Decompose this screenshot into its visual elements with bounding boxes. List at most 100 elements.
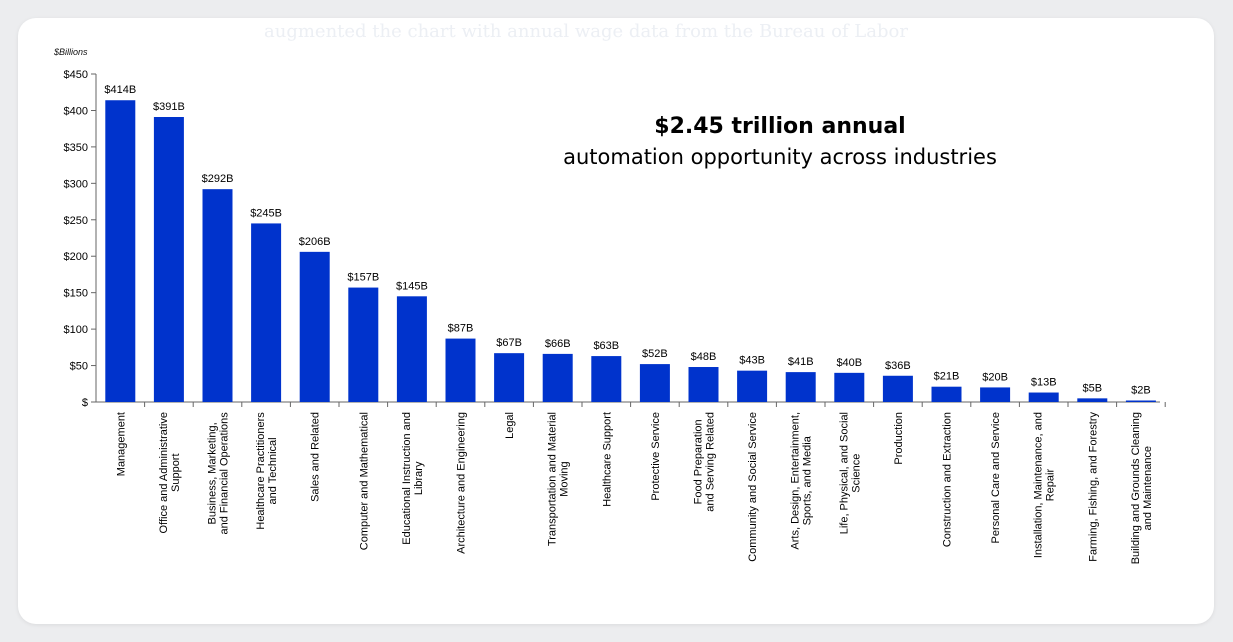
bar-value-label: $43B [739, 355, 765, 367]
y-tick-label: $300 [64, 178, 88, 190]
x-category-label-line: Construction and Extraction [942, 412, 954, 547]
y-tick-label: $450 [64, 69, 88, 81]
y-tick-label: $400 [64, 105, 88, 117]
bar [980, 387, 1011, 402]
bar-value-label: $63B [593, 340, 619, 352]
bar [105, 100, 136, 403]
x-category-label-line: Building and Grounds Cleaning [1130, 412, 1142, 564]
bar [494, 353, 525, 402]
x-category-label: Management [115, 412, 127, 476]
bar-value-label: $48B [691, 351, 717, 363]
chart-headline: $2.45 trillion annual automation opportu… [480, 112, 1080, 172]
bar-value-label: $40B [836, 357, 862, 369]
x-category-label: Community and Social Service [747, 412, 759, 562]
y-tick-label: $100 [64, 324, 88, 336]
bar-value-label: $36B [885, 360, 911, 372]
bar [153, 117, 184, 402]
bar [1028, 392, 1059, 402]
x-category-label: Farming, Fishing, and Forestry [1087, 412, 1099, 562]
x-category-label-line: Production [893, 412, 905, 465]
bar-value-label: $157B [347, 272, 379, 284]
x-category-label-line: Moving [559, 461, 571, 496]
x-category-label-line: Business, Marketing, [207, 422, 219, 524]
x-category-label-line: and Serving Related [705, 412, 717, 512]
bar-value-label: $41B [788, 356, 814, 368]
bar [445, 338, 476, 402]
y-tick-label: $350 [64, 142, 88, 154]
x-category-label: Food Preparation and Serving Related [693, 412, 717, 512]
bar-value-label: $5B [1083, 382, 1103, 394]
bar-value-label: $145B [396, 280, 428, 292]
x-category-label-line: Personal Care and Service [990, 412, 1002, 543]
bar [639, 364, 670, 402]
x-category-label-line: Repair [1045, 469, 1057, 502]
bar [785, 372, 816, 402]
x-category-label: Healthcare Support [601, 412, 613, 507]
x-category-label-line: Science [850, 454, 862, 493]
bar-value-label: $245B [250, 207, 282, 219]
bar-value-label: $13B [1031, 377, 1057, 389]
bar-value-label: $414B [104, 84, 136, 96]
x-category-label: Office and Administrative Support [158, 412, 182, 533]
x-category-label: Production [893, 412, 905, 465]
x-category-label-line: Sports, and Media [802, 435, 814, 525]
bar-value-label: $20B [982, 371, 1008, 383]
x-category-label: Educational Instruction and Library [401, 412, 425, 545]
x-category-label-line: Library [413, 461, 425, 495]
x-category-label-line: Community and Social Service [747, 412, 759, 562]
bar [251, 223, 282, 402]
x-category-label-line: and Maintenance [1142, 446, 1154, 530]
bar-value-label: $391B [153, 101, 185, 113]
x-category-label: Installation, Maintenance, and Repair [1033, 412, 1057, 558]
x-category-label-line: Educational Instruction and [401, 412, 413, 545]
x-category-label-line: Protective Service [650, 412, 662, 501]
y-tick-label: $150 [64, 288, 88, 300]
bar-value-label: $2B [1131, 385, 1151, 397]
x-category-label: Sales and Related [310, 412, 322, 502]
bar-value-label: $292B [202, 173, 234, 185]
x-category-label-line: Management [115, 412, 127, 476]
x-category-label-line: Transportation and Material [547, 412, 559, 546]
x-category-label-line: Farming, Fishing, and Forestry [1087, 412, 1099, 562]
bar [1077, 398, 1108, 402]
x-category-label: Legal [504, 412, 516, 439]
bar [834, 372, 865, 402]
bar [737, 370, 768, 402]
x-category-label: Transportation and Material Moving [547, 412, 571, 546]
x-category-label-line: Computer and Mathematical [358, 412, 370, 550]
bar-value-label: $21B [934, 371, 960, 383]
x-category-label: Architecture and Engineering [456, 412, 468, 554]
bar [542, 353, 573, 402]
x-category-label: Building and Grounds Cleaning and Mainten… [1130, 412, 1154, 564]
x-category-label-line: Legal [504, 412, 516, 439]
bar-value-label: $206B [299, 236, 331, 248]
bar-value-label: $66B [545, 338, 571, 350]
y-tick-label: $200 [64, 251, 88, 263]
x-category-label-line: Food Preparation [693, 419, 705, 504]
x-category-label-line: Healthcare Support [601, 412, 613, 507]
x-category-label: Business, Marketing, and Financial Operat… [207, 412, 231, 535]
bar [931, 386, 962, 402]
bar [202, 189, 233, 402]
bar [396, 296, 427, 402]
bar-chart: $ $50 $100 $150 $200 $250 $300 $350 $400 $450 $414… [64, 69, 1166, 564]
y-axis-unit-label: $Billions [54, 47, 88, 57]
x-category-label-line: Healthcare Practitioners [255, 412, 267, 530]
faded-caption-text: augmented the chart with annual wage dat… [264, 21, 908, 42]
bar-value-label: $52B [642, 348, 668, 360]
x-category-label: Life, Physical, and Social Science [838, 412, 862, 534]
x-category-label-line: Architecture and Engineering [456, 412, 468, 554]
x-category-label-line: and Financial Operations [219, 412, 231, 535]
x-category-label: Arts, Design, Entertainment, Sports, and … [790, 412, 814, 550]
x-category-label-line: Installation, Maintenance, and [1033, 412, 1045, 558]
bar [591, 356, 622, 402]
x-category-label-line: Arts, Design, Entertainment, [790, 412, 802, 550]
bar [348, 287, 379, 402]
x-category-label-line: Sales and Related [310, 412, 322, 502]
y-tick-label: $250 [64, 215, 88, 227]
bar [688, 367, 719, 402]
chart-subtitle: automation opportunity across industries [563, 145, 997, 169]
y-tick-label: $ [82, 397, 88, 409]
x-category-label: Protective Service [650, 412, 662, 501]
bar-value-label: $67B [496, 337, 522, 349]
